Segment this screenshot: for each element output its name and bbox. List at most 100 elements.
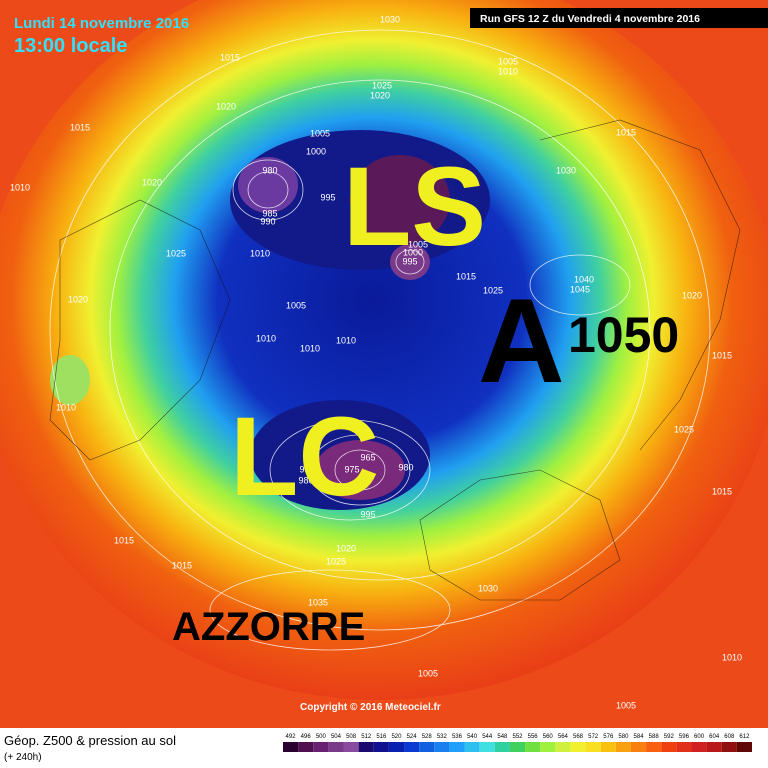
isobar-label: 1000 [403, 247, 423, 257]
legend-level: 544 [482, 734, 493, 740]
legend-swatch [328, 742, 344, 752]
isobar-label: 1020 [142, 177, 162, 187]
isobar-label: 995 [360, 509, 375, 519]
legend-swatch [404, 742, 420, 752]
legend-level: 592 [664, 734, 675, 740]
isobar-label: 1045 [570, 284, 590, 294]
isobar-label: 1015 [712, 486, 732, 496]
legend-level: 560 [543, 734, 554, 740]
low-core [238, 157, 298, 213]
legend-swatch [494, 742, 510, 752]
legend-level: 496 [301, 734, 312, 740]
isobar-label: 1005 [616, 700, 636, 710]
legend-level: 520 [391, 734, 402, 740]
legend-level: 600 [694, 734, 705, 740]
legend-swatch [283, 742, 299, 752]
isobar-label: 1020 [336, 543, 356, 553]
run-info: Run GFS 12 Z du Vendredi 4 novembre 2016 [480, 13, 700, 25]
legend-level: 528 [422, 734, 433, 740]
legend-level: 516 [376, 734, 387, 740]
isobar-label: 1010 [498, 66, 518, 76]
legend-swatch [706, 742, 722, 752]
legend-level: 512 [361, 734, 372, 740]
legend-swatch [373, 742, 389, 752]
local-field [50, 355, 90, 405]
legend-swatch [479, 742, 495, 752]
isobar-label: 995 [320, 192, 335, 202]
isobar-label: 1000 [306, 146, 326, 156]
isobar-label: 1040 [574, 274, 594, 284]
height-field [0, 0, 768, 700]
low-core [390, 244, 430, 280]
low-core [315, 440, 405, 500]
isobar-label: 980 [298, 475, 313, 485]
copyright: Copyright © 2016 Meteociel.fr [300, 702, 441, 713]
local-time: 13:00 locale [14, 35, 127, 57]
legend-swatch [661, 742, 677, 752]
isobar-label: 975 [344, 464, 359, 474]
isobar-label: 1015 [616, 127, 636, 137]
isobar-label: 1010 [56, 402, 76, 412]
legend-level: 524 [407, 734, 418, 740]
isobar-label: 1010 [10, 182, 30, 192]
legend-swatch [646, 742, 662, 752]
legend-level: 564 [558, 734, 569, 740]
legend-swatch [615, 742, 631, 752]
legend-level: 576 [603, 734, 614, 740]
legend-swatch [525, 742, 541, 752]
legend-swatch [676, 742, 692, 752]
legend-swatch [449, 742, 465, 752]
color-legend: 492 496 500 504 508 512 516 520 524 528 532 536 540 5… [283, 734, 752, 752]
legend-level: 540 [467, 734, 478, 740]
legend-level: 548 [497, 734, 508, 740]
isobar-label: 1010 [250, 248, 270, 258]
isobar-label: 965 [360, 452, 375, 462]
legend-level: 492 [286, 734, 297, 740]
legend-level: 584 [634, 734, 645, 740]
legend-swatch [298, 742, 314, 752]
azores-label: AZZORRE [172, 605, 365, 649]
legend-swatch [388, 742, 405, 752]
legend-swatch [721, 742, 737, 752]
isobar-label: 1025 [166, 248, 186, 258]
isobar-label: 990 [260, 216, 275, 226]
legend-level: 608 [724, 734, 735, 740]
isobar-label: 995 [402, 256, 417, 266]
legend-swatch [509, 742, 526, 752]
legend-swatch [570, 742, 586, 752]
isobar-label: 1015 [456, 271, 476, 281]
legend-level: 612 [739, 734, 750, 740]
legend-level: 532 [437, 734, 448, 740]
isobar-label: 1035 [308, 597, 328, 607]
legend-level: 536 [452, 734, 463, 740]
isobar-label: 1025 [326, 556, 346, 566]
isobar-label: 1010 [256, 333, 276, 343]
isobar-label: 985 [299, 464, 314, 474]
isobar-label: 1005 [310, 128, 330, 138]
isobar-label: 985 [262, 208, 277, 218]
isobar-label: 1025 [372, 80, 392, 90]
legend-level: 604 [709, 734, 720, 740]
legend-swatch [585, 742, 601, 752]
legend-swatch [419, 742, 435, 752]
isobar-label: 1015 [114, 535, 134, 545]
legend-level: 504 [331, 734, 342, 740]
isobar-label: 1015 [220, 52, 240, 62]
legend-swatch [630, 742, 647, 752]
legend-level: 500 [316, 734, 327, 740]
isobar-label: 1025 [483, 285, 503, 295]
legend-swatch [691, 742, 707, 752]
isobar-label: 1020 [216, 101, 236, 111]
legend-swatch [736, 742, 752, 752]
isobar-label: 1020 [68, 294, 88, 304]
legend-level: 588 [649, 734, 660, 740]
coastlines [49, 119, 741, 601]
high-label: A [478, 274, 565, 408]
legend-swatch [540, 742, 556, 752]
footer-title: Géop. Z500 & pression au sol [4, 733, 176, 748]
isobar-label: 1010 [336, 335, 356, 345]
isobar-label: 1015 [70, 122, 90, 132]
isobar-label: 1030 [556, 165, 576, 175]
isobar-label: 1020 [370, 90, 390, 100]
